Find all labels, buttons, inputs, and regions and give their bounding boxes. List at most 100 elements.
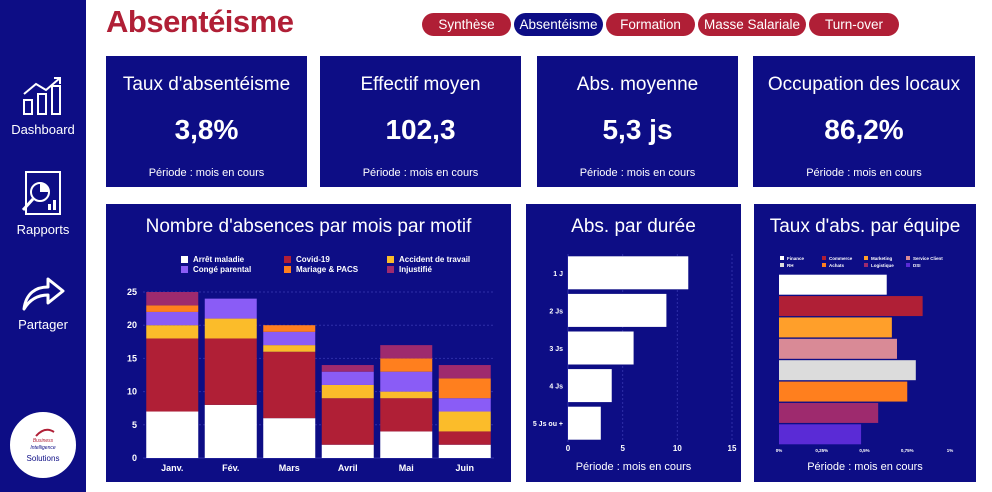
sidebar: Dashboard Rapports Partager Business Int…	[0, 0, 86, 492]
y-tick-label: 0	[132, 453, 137, 463]
y-tick-label: 5 Js ou +	[533, 421, 563, 428]
legend-swatch	[822, 263, 826, 267]
bar-segment	[438, 378, 491, 399]
legend-label: Arrêt maladie	[193, 255, 245, 264]
report-magnifier-icon	[21, 171, 61, 215]
kpi-label: Occupation des locaux	[767, 74, 961, 95]
bar	[779, 424, 862, 445]
y-tick-label: 4 Js	[549, 384, 563, 391]
bar-segment	[321, 365, 374, 372]
bar-segment	[321, 398, 374, 445]
kpi-period: Période : mois en cours	[362, 167, 479, 179]
x-tick-label: Mars	[279, 463, 300, 473]
legend-label: Injustifié	[399, 265, 432, 274]
legend-swatch	[822, 256, 826, 260]
bar-segment	[204, 298, 257, 319]
bar-segment	[263, 418, 316, 458]
y-tick-label: 1 J	[553, 271, 563, 278]
chart-title: Taux d'abs. par équipe	[769, 216, 961, 237]
tab-masse-salariale[interactable]: Masse Salariale	[698, 13, 806, 36]
legend-swatch	[906, 263, 910, 267]
bar-chart-icon	[23, 77, 61, 115]
sidebar-item-partager[interactable]: Partager	[0, 275, 86, 332]
panel-taux-abs-par-equipe: Taux d'abs. par équipe Finance Commerce Ma…	[754, 204, 976, 482]
bar-segment	[263, 331, 316, 346]
y-tick-label: 20	[127, 320, 137, 330]
kpi-value: 86,2%	[824, 114, 904, 145]
sidebar-item-rapports[interactable]: Rapports	[0, 170, 86, 237]
bar	[568, 406, 601, 440]
logo-line-1: Business	[32, 438, 54, 444]
y-tick-label: 10	[127, 387, 137, 397]
legend-label: RH	[787, 263, 794, 268]
sidebar-item-label: Dashboard	[11, 122, 75, 137]
tab-formation[interactable]: Formation	[606, 13, 695, 36]
bar	[779, 274, 887, 295]
kpi-value: 102,3	[385, 114, 456, 145]
legend-label: Accident de travail	[399, 255, 470, 264]
x-tick-label: Mai	[399, 463, 414, 473]
legend-swatch	[181, 266, 188, 273]
kpi-period: Période : mois en cours	[579, 167, 696, 179]
chart-period: Période : mois en cours	[575, 461, 692, 473]
x-tick-label: Avril	[338, 463, 358, 473]
sidebar-item-label: Partager	[18, 317, 68, 332]
bar-segment	[438, 365, 491, 379]
sidebar-item-dashboard[interactable]: Dashboard	[0, 76, 86, 137]
chart-period: Période : mois en cours	[807, 461, 923, 473]
kpi-card-effectif-moyen: Effectif moyen 102,3 Période : mois en c…	[320, 56, 521, 187]
tab-turn-over[interactable]: Turn-over	[809, 13, 899, 36]
bar-segment	[380, 391, 433, 399]
bar	[779, 317, 892, 338]
legend-swatch	[864, 256, 868, 260]
chart-title: Abs. par durée	[571, 216, 696, 237]
legend-label: Commerce	[829, 256, 853, 261]
kpi-label: Effectif moyen	[360, 74, 481, 95]
legend-swatch	[780, 263, 784, 267]
x-tick-label: 15	[728, 444, 737, 453]
bar-segment	[146, 325, 199, 339]
kpi-period: Période : mois en cours	[806, 167, 922, 179]
tab-absenteisme[interactable]: Absentéisme	[514, 13, 603, 36]
bar-segment	[263, 325, 316, 332]
y-tick-label: 25	[127, 287, 137, 297]
x-tick-label: 0,25%	[815, 448, 828, 453]
share-arrow-icon	[22, 277, 65, 311]
bar-segment	[438, 444, 491, 458]
y-tick-label: 5	[132, 420, 137, 430]
logo-line-3: Solutions	[26, 454, 60, 463]
legend-swatch	[181, 256, 188, 263]
kpi-card-taux-absenteisme: Taux d'absentéisme 3,8% Période : mois e…	[106, 56, 307, 187]
bar-segment	[146, 338, 199, 412]
legend-label: Achats	[829, 263, 845, 268]
bar	[779, 381, 908, 402]
logo-line-2: Intelligence	[30, 445, 56, 451]
legend-label: Covid-19	[296, 255, 330, 264]
bar-segment	[438, 411, 491, 432]
bar	[568, 369, 612, 403]
bar	[779, 402, 879, 423]
legend-label: Logistique	[871, 263, 894, 268]
team-bar-chart: Finance Commerce Marketing Service Client RH…	[776, 256, 953, 453]
bar-segment	[146, 411, 199, 458]
legend-label: Finance	[787, 256, 805, 261]
x-tick-label: 0,75%	[901, 448, 914, 453]
tab-synthese[interactable]: Synthèse	[422, 13, 511, 36]
logo-swoosh-icon	[35, 428, 55, 437]
bar-segment	[438, 398, 491, 412]
x-tick-label: Juin	[455, 463, 474, 473]
kpi-value: 5,3 js	[602, 114, 673, 145]
legend-label: Congé parental	[193, 265, 251, 274]
y-tick-label: 2 Js	[549, 308, 563, 315]
legend-swatch	[906, 256, 910, 260]
x-tick-label: 0%	[776, 448, 783, 453]
bar-segment	[146, 292, 199, 306]
bar	[779, 360, 916, 381]
sidebar-item-label: Rapports	[16, 222, 70, 237]
x-tick-label: 10	[673, 444, 682, 453]
bar-segment	[204, 338, 257, 405]
bar-segment	[204, 318, 257, 339]
legend-label: Service Client	[913, 256, 943, 261]
legend-swatch	[864, 263, 868, 267]
bar-segment	[321, 384, 374, 399]
